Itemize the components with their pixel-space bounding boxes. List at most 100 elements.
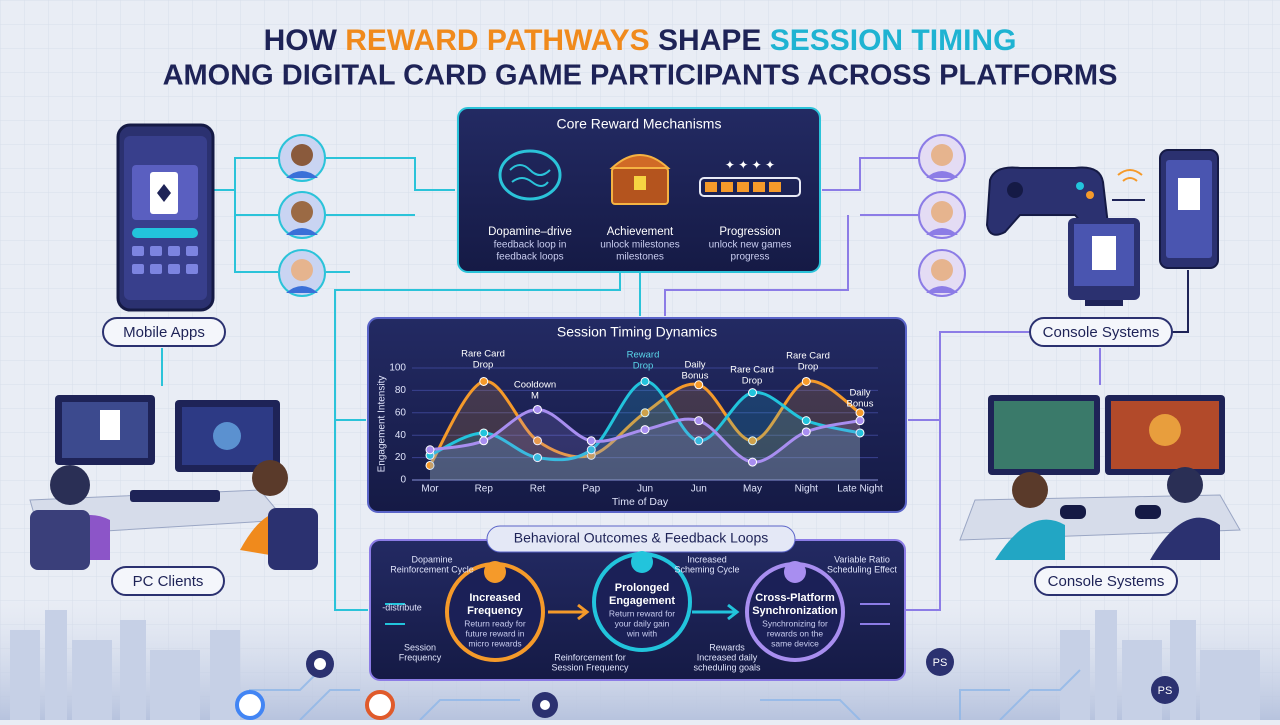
mechanism-desc: unlock milestones: [600, 240, 679, 251]
data-point: [855, 428, 865, 438]
data-point: [855, 408, 865, 418]
x-tick-label: Late Night: [837, 484, 883, 495]
platform-label: Console Systems: [1043, 324, 1160, 341]
data-point: [801, 427, 811, 437]
outcome-label: Cross-Platform: [755, 592, 835, 604]
platform-label-pill: [1029, 317, 1173, 347]
outcome-note: Dopamine: [411, 554, 452, 564]
data-point: [855, 416, 865, 426]
outcome-label: Prolonged: [615, 582, 669, 594]
x-tick-label: May: [743, 484, 762, 495]
player-avatars: [278, 134, 966, 297]
data-point: [425, 460, 435, 470]
x-axis-label: Time of Day: [612, 496, 669, 508]
data-point: [801, 416, 811, 426]
outcome-note: Session: [404, 642, 436, 652]
outcome-note: Session Frequency: [551, 662, 629, 672]
outcome-note: Scheduling Effect: [827, 564, 897, 574]
chart-annotation: Rare Card: [730, 365, 774, 376]
platform-label: Mobile Apps: [123, 324, 205, 341]
platform-label: PC Clients: [133, 573, 204, 590]
y-axis-label: Engagement Intensity: [377, 376, 388, 473]
outcome-desc: your daily gain: [615, 618, 670, 628]
outcomes-title: Behavioral Outcomes & Feedback Loops: [514, 530, 768, 546]
data-point: [694, 380, 704, 390]
x-tick-label: Night: [795, 484, 819, 495]
console-devices-illustration: [985, 149, 1219, 306]
outcome-note: Increased daily: [697, 652, 758, 662]
chart-annotation: Drop: [798, 362, 819, 373]
mechanism-icons: ✦ ✦ ✦ ✦: [498, 149, 801, 205]
outcome-label: Synchronization: [752, 605, 838, 617]
data-point: [640, 376, 650, 386]
data-point: [479, 376, 489, 386]
title-line-1: HOW REWARD PATHWAYS SHAPE SESSION TIMING: [264, 24, 1017, 57]
mechanism-desc: progress: [731, 252, 770, 263]
data-point: [748, 457, 757, 467]
outcome-note: Rewards: [709, 642, 745, 652]
outcome-desc: Return ready for: [464, 618, 526, 628]
outcome-note: -distribute: [382, 602, 422, 612]
outcome-desc: future reward in: [465, 628, 524, 638]
chart-annotation: Drop: [633, 361, 654, 372]
outcome-desc: rewards on the: [767, 628, 823, 638]
outcome-note: Reinforcement for: [554, 652, 626, 662]
data-point: [425, 445, 435, 455]
x-tick-label: Ret: [530, 484, 546, 495]
mechanism-label: Achievement: [607, 226, 674, 238]
chart-annotation: Rare Card: [461, 349, 505, 360]
outcome-desc: same device: [771, 638, 819, 648]
data-point: [640, 425, 650, 435]
outcome-desc: Synchronizing for: [762, 618, 828, 628]
chart-annotation: M: [531, 391, 539, 402]
connectors: [161, 157, 1189, 611]
platform-label: Console Systems: [1048, 573, 1165, 590]
outcome-label: Engagement: [609, 595, 675, 607]
svg-text:PS: PS: [933, 657, 948, 669]
title-part: HOW: [264, 24, 346, 57]
mechanism-desc: unlock new games: [709, 240, 792, 251]
y-tick-label: 40: [395, 430, 407, 441]
chart-annotation: Cooldown: [514, 380, 556, 391]
data-point: [586, 445, 596, 455]
chart-annotation: Rare Card: [786, 351, 830, 362]
platform-label-pill: [1034, 566, 1178, 596]
outcome-label: Increased: [469, 592, 520, 604]
data-point: [694, 436, 704, 446]
data-point: [533, 453, 542, 463]
outcome-note: scheduling goals: [693, 662, 761, 672]
chart-annotation: Drop: [742, 376, 763, 387]
chart-annotation: Daily: [684, 360, 705, 371]
title-part: SHAPE: [650, 24, 770, 57]
chart-annotation: Bonus: [847, 399, 874, 410]
outcome-desc: micro rewards: [468, 638, 521, 648]
chart-annotation: Bonus: [682, 371, 709, 382]
data-point: [694, 416, 704, 426]
chart-annotation: Reward: [627, 350, 660, 361]
data-point: [479, 428, 489, 438]
y-tick-label: 20: [395, 452, 407, 463]
outcome-desc: Return reward for: [609, 608, 675, 618]
title-line-2: AMONG DIGITAL CARD GAME PARTICIPANTS ACR…: [163, 60, 1118, 92]
data-point: [801, 376, 811, 386]
x-tick-label: Jun: [691, 484, 707, 495]
y-tick-label: 60: [395, 407, 407, 418]
mechanism-label: Progression: [719, 226, 780, 238]
outcome-icon: [631, 551, 653, 573]
chart-annotation: Drop: [473, 360, 494, 371]
outcome-note: Variable Ratio: [834, 554, 890, 564]
y-tick-label: 0: [400, 475, 406, 486]
outcome-icon: [784, 561, 806, 583]
platform-label-pill: [111, 566, 225, 596]
x-tick-label: Rep: [475, 484, 494, 495]
outcome-note: Reinforcement Cycle: [390, 564, 474, 574]
panel-title: Core Reward Mechanisms: [557, 116, 722, 132]
outcome-label: Frequency: [467, 605, 524, 617]
svg-text:✦ ✦ ✦ ✦: ✦ ✦ ✦ ✦: [725, 158, 775, 172]
data-point: [533, 404, 542, 414]
x-tick-label: Pap: [582, 484, 600, 495]
data-point: [640, 408, 650, 418]
chart-title: Session Timing Dynamics: [557, 324, 717, 340]
y-tick-label: 100: [389, 363, 406, 374]
